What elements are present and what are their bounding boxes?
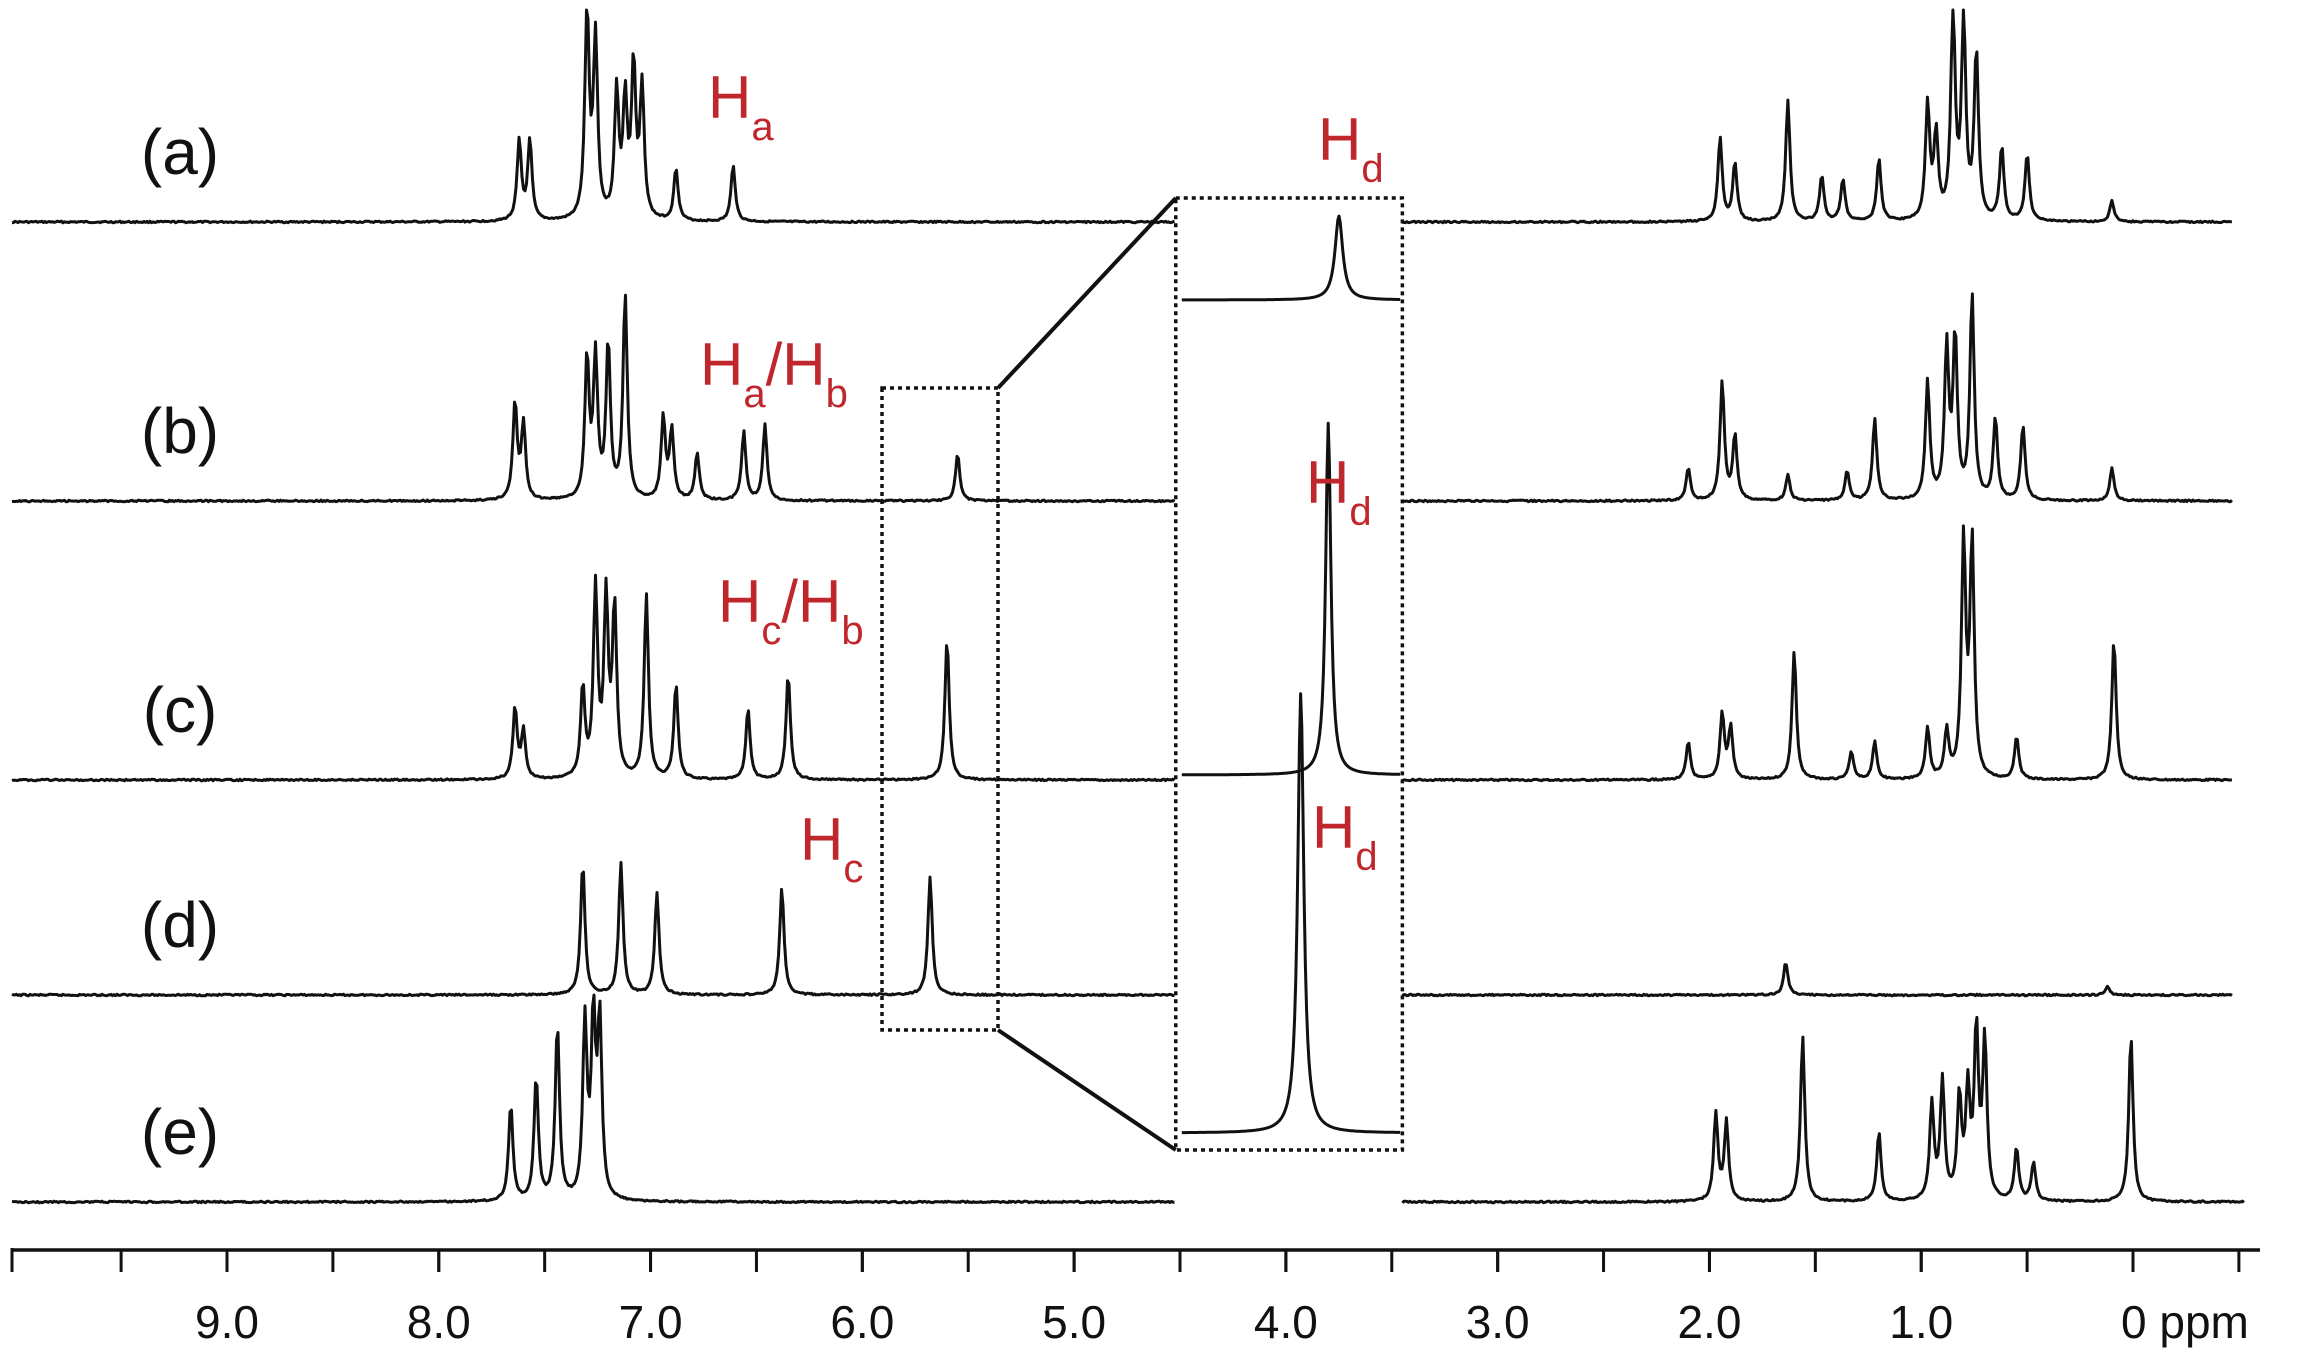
spectrum-c [11,524,2232,783]
inset-trace [1181,692,1401,1135]
row-labels: (a) (b) (c) (d) (e) [141,116,219,1168]
peak-annotation: Ha/Hb [700,331,848,416]
peak-annotation: Hd [1312,794,1378,879]
inset-frame [1174,196,1405,1152]
spectrum-trace-right [1401,524,2232,783]
inset-trace [1181,214,1401,302]
peak-annotation: Hd [1318,106,1384,191]
spectrum-trace-left [11,861,1175,998]
spectra-layer [11,8,2245,1205]
spectrum-trace-right [1402,8,2233,225]
spectrum-trace-left [11,573,1176,783]
peak-annotation: Hd [1306,449,1372,534]
x-tick-label: 5.0 [1042,1296,1106,1348]
spectrum-trace-left [11,293,1176,504]
x-tick-label: 0 ppm [2121,1296,2249,1348]
peak-annotation: Hc [800,806,863,891]
peak-annotation: Hc/Hb [718,568,864,653]
x-tick-label: 9.0 [195,1296,259,1348]
inset-zoom-box [880,196,1405,1152]
row-label: (d) [141,889,219,961]
spectrum-trace-left [12,8,1176,225]
spectrum-a [12,8,2233,225]
spectrum-trace-right [1401,963,2233,998]
spectrum-trace-right [1401,292,2233,504]
inset-trace [1181,421,1401,777]
x-tick-label: 4.0 [1254,1296,1318,1348]
peak-annotation: Ha [708,64,774,149]
spectrum-trace-left [11,993,1175,1205]
peak-annotations: Ha Hd Ha/Hb Hd Hc/Hb Hc Hd [700,64,1384,891]
spectrum-b [11,292,2233,504]
zoom-connector-bottom [996,1028,1177,1152]
x-tick-label: 8.0 [407,1296,471,1348]
row-label: (c) [143,674,218,746]
x-tick-label: 1.0 [1889,1296,1953,1348]
x-tick-label: 2.0 [1677,1296,1741,1348]
x-tick-label: 7.0 [619,1296,683,1348]
spectrum-e [11,993,2245,1205]
x-axis: 9.0 8.0 7.0 6.0 5.0 4.0 3.0 2.0 1.0 0 ppm [10,1248,2260,1348]
x-tick-label: 6.0 [830,1296,894,1348]
spectrum-d [11,861,2233,998]
row-label: (e) [141,1096,219,1168]
spectrum-trace-right [1401,1015,2245,1205]
x-tick-label: 3.0 [1466,1296,1530,1348]
zoom-source-frame [880,386,1000,1032]
row-label: (a) [141,116,219,188]
zoom-connector-top [996,196,1178,390]
row-label: (b) [141,395,219,467]
